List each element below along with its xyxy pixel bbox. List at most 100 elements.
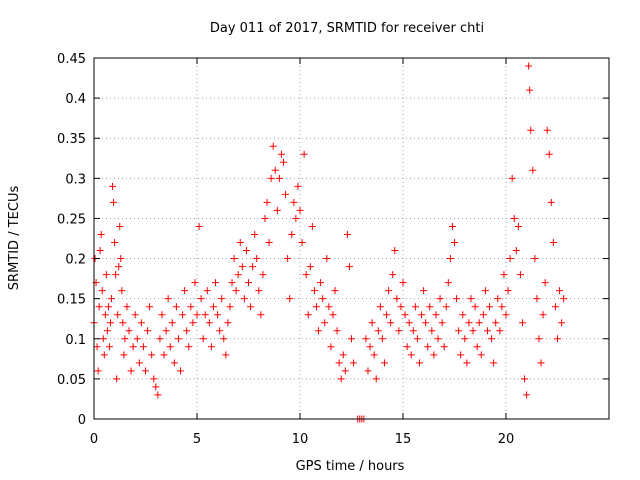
data-point [179, 311, 187, 319]
data-point [312, 303, 320, 311]
data-point [350, 359, 358, 367]
data-point [120, 351, 128, 359]
data-point [133, 335, 141, 343]
data-point [389, 271, 397, 279]
data-point [242, 247, 250, 255]
data-point [97, 230, 105, 238]
data-point [558, 319, 566, 327]
data-point [267, 174, 275, 182]
data-point [471, 303, 479, 311]
y-tick-label: 0.15 [57, 293, 86, 308]
data-point [508, 174, 516, 182]
data-point [249, 263, 257, 271]
data-point [364, 367, 372, 375]
data-point [93, 343, 101, 351]
data-point [139, 343, 147, 351]
data-point [304, 311, 312, 319]
data-point [451, 239, 458, 247]
data-point [284, 255, 292, 263]
data-point [415, 359, 423, 367]
data-point [220, 335, 228, 343]
data-point [405, 319, 413, 327]
data-point [446, 255, 454, 263]
data-point [104, 303, 112, 311]
data-point [96, 247, 104, 255]
data-point [409, 327, 417, 335]
data-point [348, 335, 355, 343]
data-point [294, 182, 302, 190]
data-point [506, 255, 514, 263]
data-point [222, 351, 230, 359]
y-tick-label: 0.45 [57, 52, 86, 67]
data-point [105, 343, 113, 351]
data-point [407, 351, 415, 359]
data-point [430, 351, 438, 359]
data-point [247, 303, 255, 311]
y-tick-label: 0.25 [57, 212, 86, 227]
data-point [286, 295, 294, 303]
data-point [436, 295, 444, 303]
x-tick-label: 15 [395, 432, 412, 447]
data-point [230, 255, 238, 263]
data-point [422, 319, 430, 327]
data-point [543, 126, 551, 134]
data-point [500, 271, 508, 279]
data-point [560, 295, 568, 303]
data-point [380, 359, 388, 367]
data-point [127, 367, 135, 375]
data-point [100, 351, 108, 359]
data-point [280, 158, 288, 166]
data-point [156, 335, 164, 343]
data-point [483, 327, 491, 335]
data-point [109, 182, 117, 190]
data-point [121, 335, 129, 343]
data-point [94, 367, 102, 375]
data-point [521, 375, 529, 383]
data-point [428, 327, 436, 335]
data-point [554, 335, 561, 343]
data-point [185, 343, 193, 351]
data-point [420, 287, 428, 295]
data-point [271, 166, 279, 174]
data-point [226, 303, 234, 311]
data-point [496, 327, 504, 335]
data-point [393, 295, 401, 303]
data-point [308, 222, 316, 230]
data-point [218, 295, 226, 303]
data-point [131, 311, 139, 319]
data-point [391, 247, 399, 255]
axis-ticks: 0 0.05 0.1 0.15 0.2 0.25 0.3 0.35 0.4 0.45 0 5 10 15 2… [57, 52, 609, 447]
data-point [115, 263, 123, 271]
y-tick-label: 0.35 [57, 132, 86, 147]
data-point [317, 279, 325, 287]
data-point [477, 351, 485, 359]
data-point [290, 198, 298, 206]
data-point [337, 375, 345, 383]
data-point [144, 327, 152, 335]
data-point [255, 287, 263, 295]
data-point [498, 303, 506, 311]
data-point [514, 222, 522, 230]
data-point [556, 287, 564, 295]
data-point [98, 287, 106, 295]
data-point [245, 279, 252, 287]
data-point [261, 214, 269, 222]
data-point [236, 239, 244, 247]
data-point [99, 335, 107, 343]
x-tick-label: 10 [292, 432, 309, 447]
data-point [263, 198, 271, 206]
data-point [172, 303, 180, 311]
data-point [277, 150, 285, 158]
data-point [370, 351, 378, 359]
data-point [529, 166, 537, 174]
data-point [374, 327, 382, 335]
y-axis-label: SRMTID / TECUs [7, 186, 22, 291]
data-point [403, 343, 411, 351]
data-point [118, 287, 126, 295]
x-tick-label: 5 [193, 432, 201, 447]
data-point [112, 271, 120, 279]
data-point [168, 319, 176, 327]
data-point [323, 255, 331, 263]
y-tick-label: 0.3 [65, 172, 86, 187]
